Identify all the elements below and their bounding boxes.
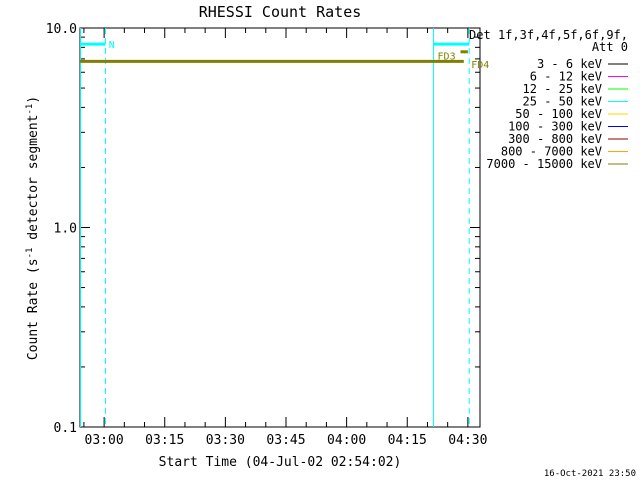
- y-axis-label-prefix: Count Rate (s: [26, 258, 41, 360]
- y-tick-label: 10.0: [46, 22, 77, 37]
- x-tick-label: 04:30: [448, 433, 487, 448]
- timestamp: 16-Oct-2021 23:50: [544, 469, 636, 479]
- x-tick-label: 03:45: [266, 433, 305, 448]
- legend-entry-label: 12 - 25 keV: [523, 82, 602, 96]
- annotation-label: N: [109, 40, 115, 51]
- legend-entry-label: 25 - 50 keV: [523, 95, 602, 109]
- y-axis-label-middle: detector segment: [26, 115, 41, 248]
- legend-entry-label: 50 - 100 keV: [515, 107, 602, 121]
- legend-entry-label: 100 - 300 keV: [508, 120, 602, 134]
- annotation-label: FD4: [471, 60, 489, 71]
- marks-layer: N FD3 FD4: [80, 28, 489, 427]
- x-tick-label: 04:00: [327, 433, 366, 448]
- legend-entry-label: 300 - 800 keV: [508, 132, 602, 146]
- legend-entry-label: 6 - 12 keV: [530, 70, 602, 84]
- x-tick-label: 03:30: [206, 433, 245, 448]
- x-tick-label: 03:00: [85, 433, 124, 448]
- y-tick-label: 0.1: [54, 421, 77, 436]
- y-axis-label-sup2: -1: [25, 104, 35, 115]
- annotation-label: FD3: [438, 51, 456, 62]
- legend-header: Det 1f,3f,4f,5f,6f,9f,: [469, 28, 628, 42]
- legend-header: Att 0: [592, 40, 628, 54]
- x-tick-label: 04:15: [388, 433, 427, 448]
- y-axis-label-suffix: ): [26, 96, 41, 104]
- y-axis-label-sup1: -1: [25, 248, 35, 259]
- x-tick-label: 03:15: [145, 433, 184, 448]
- y-axis-label: Count Rate (s-1 detector segment-1): [25, 96, 41, 360]
- legend-entry-label: 800 - 7000 keV: [501, 145, 602, 159]
- legend-entry-label: 3 - 6 keV: [537, 57, 602, 71]
- y-tick-label: 1.0: [54, 222, 77, 237]
- chart-title: RHESSI Count Rates: [199, 3, 362, 21]
- x-axis-label: Start Time (04-Jul-02 02:54:02): [159, 455, 402, 470]
- legend-entry-label: 7000 - 15000 keV: [486, 157, 602, 171]
- tick-layer: 0.1 1.0 10.0 03:00 03:15 03:30 03:45 04:00 04:15…: [46, 22, 488, 448]
- plot-area: [79, 27, 481, 428]
